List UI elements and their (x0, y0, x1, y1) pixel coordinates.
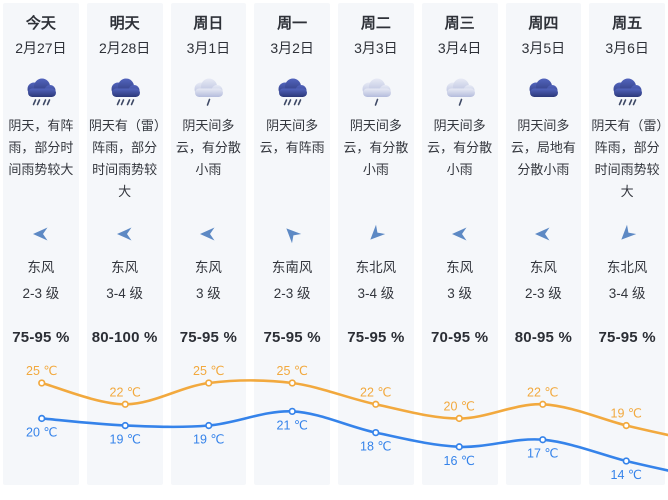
forecast-day-column[interactable]: 周一 3月2日 阴天间多云，有阵雨 东南风 2-3 级 75-95 % (254, 3, 330, 485)
date-label: 3月6日 (605, 40, 649, 56)
wind-level-label: 3-4 级 (106, 286, 143, 301)
weather-icon (254, 73, 330, 111)
date-label: 3月1日 (186, 40, 231, 56)
forecast-board: 今天 2月27日 阴天，有阵雨，部分时间雨势较大 东风 2-3 级 75-95 … (3, 3, 665, 485)
date-label: 2月27日 (15, 40, 67, 56)
humidity-value: 80-100 % (91, 329, 158, 346)
weather-description: 阴天有（雷）阵雨，部分时间雨势较大 (88, 118, 161, 199)
weather-icon (506, 73, 582, 111)
day-label: 周四 (528, 15, 559, 32)
weather-icon (171, 73, 247, 111)
wind-direction-icon (506, 223, 582, 245)
wind-direction-label: 东南风 (271, 260, 313, 275)
weather-icon (87, 73, 163, 111)
day-label: 周日 (193, 15, 224, 32)
wind-direction-icon (3, 223, 79, 245)
humidity-value: 70-95 % (430, 329, 489, 346)
day-label: 周三 (444, 15, 475, 32)
wind-level-label: 2-3 级 (273, 286, 311, 301)
wind-level-label: 3 级 (195, 286, 221, 301)
day-label: 周二 (360, 15, 391, 32)
wind-level-label: 2-3 级 (22, 286, 60, 301)
forecast-day-column[interactable]: 周五 3月6日 阴天有（雷）阵雨，部分时间雨势较大 东北风 3-4 级 75-9… (589, 3, 665, 485)
wind-direction-label: 东风 (446, 260, 474, 275)
wind-direction-label: 东风 (194, 260, 222, 275)
date-label: 3月4日 (437, 40, 482, 56)
humidity-value: 75-95 % (179, 329, 238, 346)
forecast-day-column[interactable]: 明天 2月28日 阴天有（雷）阵雨，部分时间雨势较大 东风 3-4 级 80-1… (86, 3, 163, 485)
wind-direction-label: 东北风 (606, 260, 648, 275)
weather-icon (589, 73, 665, 111)
date-label: 3月3日 (354, 40, 398, 56)
wind-level-label: 3-4 级 (357, 286, 395, 301)
day-label: 周一 (277, 15, 308, 32)
date-label: 3月5日 (521, 40, 566, 56)
humidity-value: 75-95 % (598, 329, 656, 346)
forecast-day-column[interactable]: 周四 3月5日 阴天间多云，局地有分散小雨 东风 2-3 级 80-95 % (505, 3, 582, 485)
forecast-day-column[interactable]: 周日 3月1日 阴天间多云，有分散小雨 东风 3 级 75-95 % (170, 3, 247, 485)
humidity-value: 80-95 % (514, 329, 573, 346)
weather-description: 阴天间多云，有阵雨 (259, 118, 325, 155)
day-label: 周五 (612, 15, 643, 32)
wind-direction-icon (589, 223, 665, 245)
weather-description: 阴天间多云，局地有分散小雨 (510, 118, 576, 177)
weather-description: 阴天有（雷）阵雨，部分时间雨势较大 (591, 118, 663, 199)
wind-level-label: 3 级 (447, 286, 472, 301)
weather-description: 阴天间多云，有分散小雨 (343, 118, 409, 177)
wind-direction-label: 东风 (27, 260, 55, 275)
weather-icon (338, 73, 414, 111)
weather-icon (3, 73, 79, 111)
date-label: 3月2日 (270, 40, 314, 56)
weather-description: 阴天间多云，有分散小雨 (175, 118, 241, 177)
humidity-value: 75-95 % (12, 329, 70, 346)
humidity-value: 75-95 % (347, 329, 405, 346)
forecast-day-column[interactable]: 今天 2月27日 阴天，有阵雨，部分时间雨势较大 东风 2-3 级 75-95 … (3, 3, 79, 485)
wind-level-label: 2-3 级 (524, 286, 562, 301)
forecast-day-column[interactable]: 周三 3月4日 阴天间多云，有分散小雨 东风 3 级 70-95 % (421, 3, 498, 485)
wind-direction-label: 东北风 (355, 260, 397, 275)
wind-direction-icon (338, 223, 414, 245)
forecast-day-column[interactable]: 周二 3月3日 阴天间多云，有分散小雨 东北风 3-4 级 75-95 % (338, 3, 414, 485)
wind-direction-icon (87, 223, 163, 245)
wind-direction-icon (254, 223, 330, 245)
wind-direction-icon (422, 223, 498, 245)
wind-direction-label: 东风 (111, 260, 139, 275)
day-label: 明天 (109, 15, 140, 32)
weather-icon (422, 73, 498, 111)
humidity-value: 75-95 % (263, 329, 321, 346)
wind-level-label: 3-4 级 (608, 286, 646, 301)
wind-direction-icon (171, 223, 247, 245)
date-label: 2月28日 (98, 40, 151, 56)
wind-direction-label: 东风 (529, 260, 557, 275)
weather-description: 阴天，有阵雨，部分时间雨势较大 (8, 118, 74, 177)
weather-description: 阴天间多云，有分散小雨 (427, 118, 493, 177)
day-label: 今天 (25, 15, 56, 32)
